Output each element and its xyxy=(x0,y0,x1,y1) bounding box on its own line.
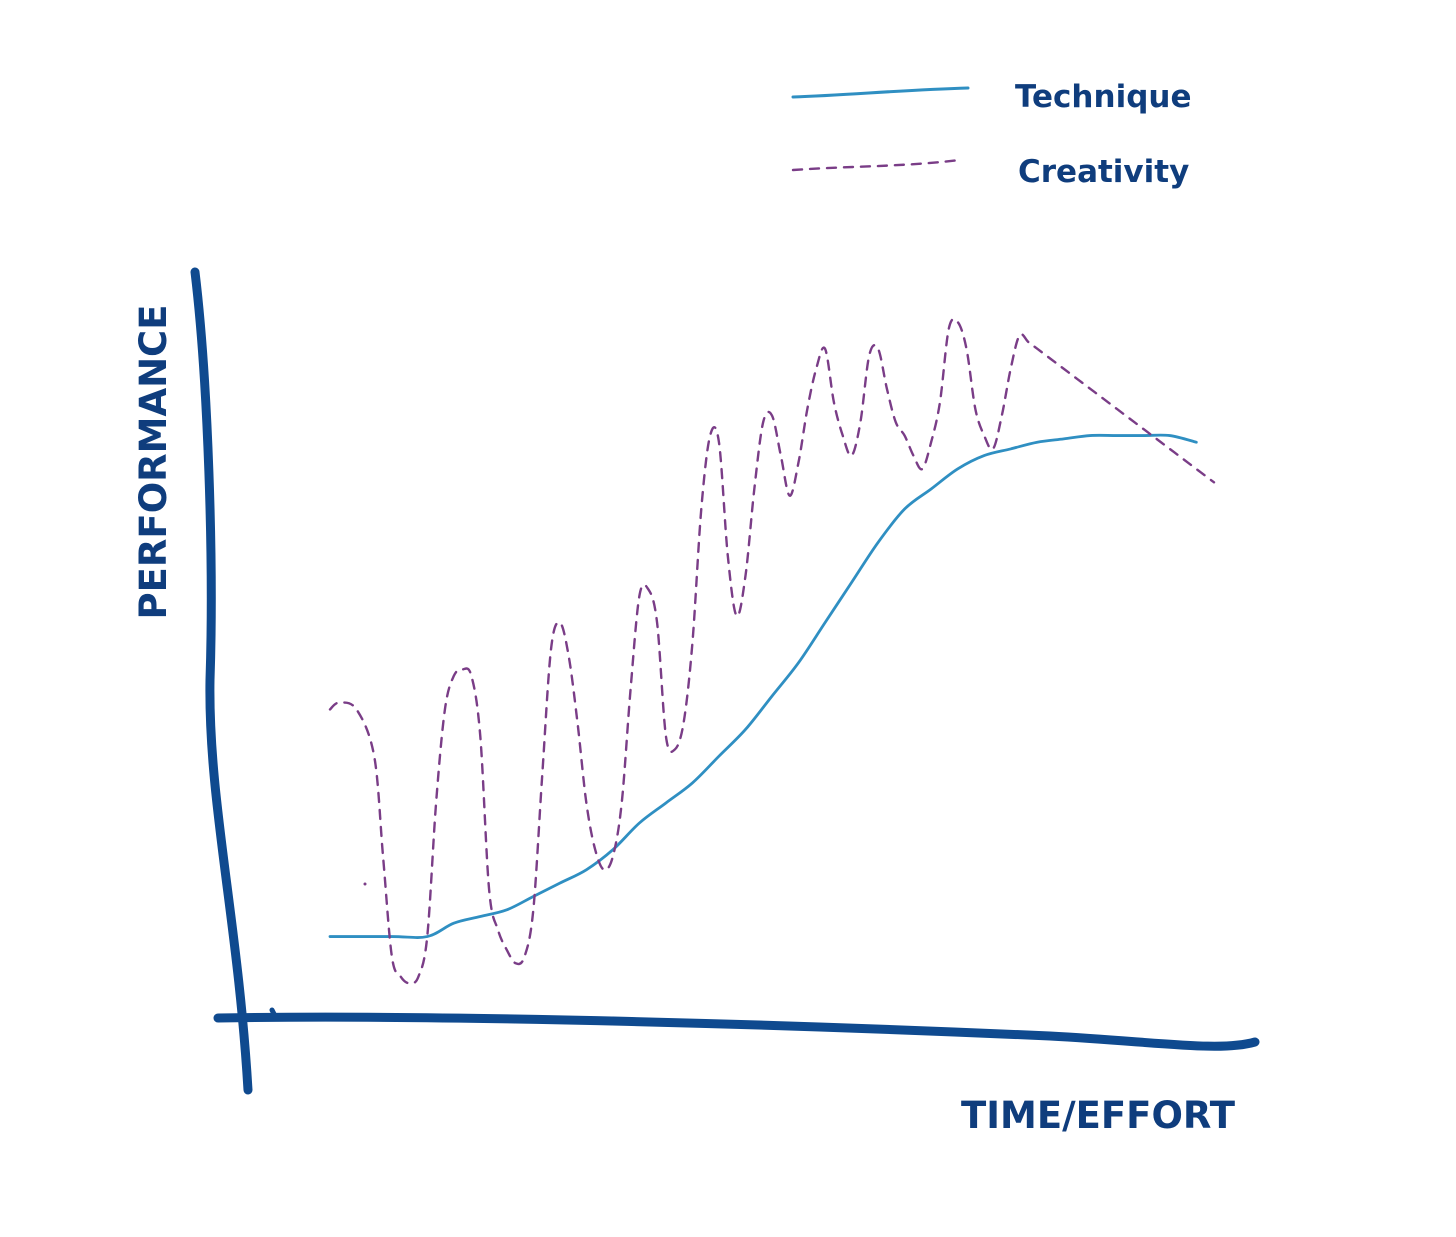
x-axis-label: TIME/EFFORT xyxy=(961,1094,1236,1137)
series-1-line xyxy=(328,317,1216,985)
legend-technique-label: Technique xyxy=(1015,79,1191,115)
y-axis xyxy=(190,267,253,1095)
legend-technique-swatch xyxy=(791,86,970,99)
chart-series xyxy=(328,317,1216,985)
x-axis xyxy=(213,1012,1260,1051)
stray-dot-mark xyxy=(363,882,367,886)
chart-axes xyxy=(190,267,1260,1095)
y-axis-label: PERFORMANCE xyxy=(132,305,175,620)
legend-creativity-label: Creativity xyxy=(1018,154,1189,190)
chart-legend: Technique Creativity xyxy=(791,79,1191,190)
legend-creativity-swatch xyxy=(791,158,962,172)
axis-labels: PERFORMANCE TIME/EFFORT xyxy=(132,305,1236,1137)
series-0-line xyxy=(328,433,1198,939)
origin-tick xyxy=(269,1007,279,1021)
